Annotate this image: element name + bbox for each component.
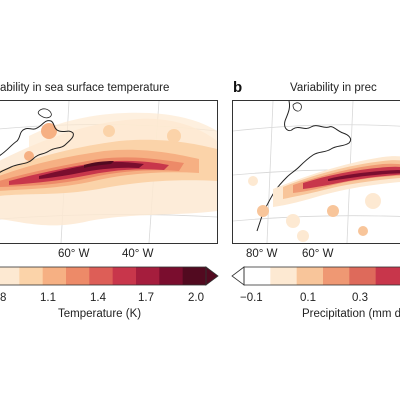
colorbar-segment bbox=[0, 267, 20, 285]
colorbar-segment bbox=[244, 267, 271, 285]
panel-a-sst-field bbox=[0, 113, 217, 226]
colorbar-arrow bbox=[206, 267, 218, 285]
colorbar-segment bbox=[183, 267, 207, 285]
colorbar-segment bbox=[19, 267, 43, 285]
panel-b-map-svg bbox=[233, 101, 400, 243]
panel-b-cbar-title: Precipitation (mm d bbox=[302, 308, 400, 320]
panel-a-cbar-tick-3: 1.7 bbox=[138, 292, 154, 304]
panel-a-title: ability in sea surface temperature bbox=[0, 82, 169, 94]
colorbar-segment bbox=[136, 267, 160, 285]
panel-a-lon-label-40w: 40° W bbox=[122, 248, 153, 260]
panel-a-colorbar bbox=[0, 267, 218, 287]
colorbar-segment bbox=[159, 267, 183, 285]
panel-a-cbar-tick-4: 2.0 bbox=[188, 292, 204, 304]
panel-b-cbar-tick-1: 0.1 bbox=[300, 292, 316, 304]
colorbar-segment bbox=[89, 267, 113, 285]
panel-b-map bbox=[232, 100, 400, 244]
colorbar-segment bbox=[297, 267, 324, 285]
colorbar-segment bbox=[66, 267, 90, 285]
panel-a-cbar-tick-1: 1.1 bbox=[40, 292, 56, 304]
panel-a-map-svg bbox=[0, 101, 217, 243]
panel-a-cbar-title: Temperature (K) bbox=[58, 308, 141, 320]
panel-b-letter: b bbox=[233, 79, 242, 96]
colorbar-segment bbox=[43, 267, 67, 285]
panel-a-cbar-tick-2: 1.4 bbox=[90, 292, 106, 304]
panel-a-cbar-tick-0: 8 bbox=[0, 292, 6, 304]
colorbar-arrow bbox=[232, 267, 244, 285]
panel-b-colorbar bbox=[232, 267, 400, 287]
colorbar-segment bbox=[376, 267, 400, 285]
panel-b-title: Variability in prec bbox=[290, 82, 377, 94]
colorbar-segment bbox=[270, 267, 297, 285]
panel-b-cbar-tick-2: 0.3 bbox=[352, 292, 368, 304]
colorbar-segment bbox=[349, 267, 376, 285]
panel-b-lon-label-80w: 80° W bbox=[246, 248, 277, 260]
panel-a-map bbox=[0, 100, 218, 244]
panel-b-precip-field bbox=[248, 156, 400, 242]
colorbar-segment bbox=[113, 267, 137, 285]
panel-b-cbar-tick-0: −0.1 bbox=[240, 292, 263, 304]
panel-a-lon-label-60w: 60° W bbox=[58, 248, 89, 260]
colorbar-segment bbox=[323, 267, 350, 285]
panel-b-lon-label-60w: 60° W bbox=[302, 248, 333, 260]
